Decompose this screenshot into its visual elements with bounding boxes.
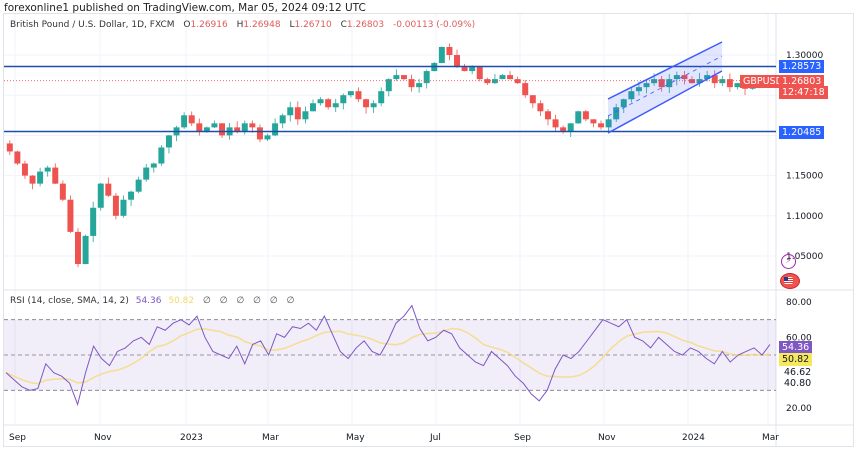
svg-text:Sep: Sep: [514, 433, 531, 443]
svg-text:Nov: Nov: [598, 433, 616, 443]
rsi-level-label: 40.80: [784, 378, 812, 389]
open-value: 1.26916: [190, 20, 228, 30]
resistance-level-tag: 1.28573: [779, 60, 825, 73]
last-price-tag: 1.26803: [779, 75, 825, 88]
svg-text:2023: 2023: [180, 433, 203, 443]
rsi-level-label: 46.62: [784, 367, 812, 378]
lightning-icon[interactable]: ⚡: [781, 254, 796, 269]
publisher-text: forexonline1 published on TradingView.co…: [4, 2, 366, 14]
svg-text:1.30000: 1.30000: [786, 51, 823, 61]
close-value: 1.26803: [346, 20, 385, 30]
svg-text:60.00: 60.00: [786, 333, 812, 343]
empty-set-icon: ∅: [269, 296, 278, 306]
rsi-value: 54.36: [135, 296, 162, 306]
chart-frame: [3, 13, 854, 447]
rsi-sma-value: 50.82: [168, 296, 195, 306]
empty-set-icon: ∅: [219, 296, 228, 306]
svg-text:Jul: Jul: [429, 433, 441, 443]
symbol-tag: GBPUSD: [740, 75, 786, 88]
rsi-sma-tag: 50.82: [779, 353, 813, 366]
svg-text:Nov: Nov: [94, 433, 112, 443]
price-legend: British Pound / U.S. Dollar, 1D, FXCM O1…: [10, 20, 476, 30]
svg-text:1.10000: 1.10000: [786, 212, 823, 222]
empty-set-icon: ∅: [236, 296, 245, 306]
empty-set-icon: ∅: [203, 296, 211, 306]
svg-text:Mar: Mar: [762, 433, 779, 443]
rsi-value-tag: 54.36: [779, 341, 813, 354]
rsi-label: RSI (14, close, SMA, 14, 2): [10, 296, 129, 306]
svg-text:80.00: 80.00: [786, 298, 812, 308]
svg-text:Mar: Mar: [262, 433, 279, 443]
symbol-label: British Pound / U.S. Dollar, 1D, FXCM: [10, 20, 175, 30]
svg-text:20.00: 20.00: [786, 404, 812, 414]
svg-text:1.05000: 1.05000: [786, 252, 823, 262]
empty-set-icon: ∅: [253, 296, 261, 306]
change-value: -0.00113 (-0.09%): [392, 20, 476, 30]
svg-text:1.15000: 1.15000: [786, 172, 823, 182]
empty-set-icon: ∅: [286, 296, 295, 306]
svg-text:2024: 2024: [682, 433, 705, 443]
high-value: 1.26948: [243, 20, 281, 30]
countdown-tag: 12:47:18: [779, 86, 828, 99]
svg-text:Sep: Sep: [9, 433, 26, 443]
support-level-tag: 1.20485: [779, 126, 825, 139]
low-value: 1.26710: [294, 20, 332, 30]
svg-text:May: May: [346, 433, 365, 443]
rsi-legend: RSI (14, close, SMA, 14, 2) 54.36 50.82 …: [10, 296, 294, 306]
us-flag-event-icon[interactable]: [780, 273, 800, 289]
